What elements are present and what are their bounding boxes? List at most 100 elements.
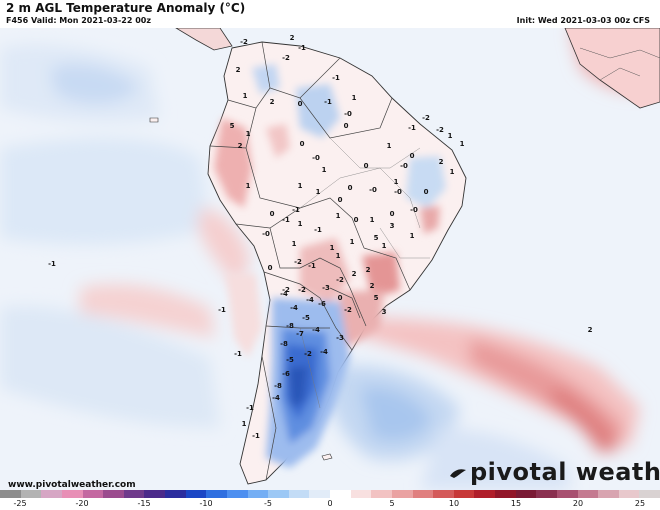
contour-label: -0 — [410, 206, 418, 214]
colorbar-swatch — [206, 490, 227, 498]
contour-label: -8 — [286, 322, 294, 330]
contour-label: 1 — [448, 132, 453, 140]
contour-label: -2 — [282, 54, 290, 62]
contour-label: -4 — [290, 304, 298, 312]
contour-label: -2 — [344, 306, 352, 314]
colorbar-swatch — [288, 490, 310, 498]
colorbar-tick-label: 20 — [572, 499, 584, 508]
contour-label: 1 — [330, 244, 335, 252]
colorbar-strip — [0, 490, 660, 498]
contour-label: 0 — [300, 140, 305, 148]
contour-label: -5 — [286, 356, 294, 364]
contour-label: 0 — [338, 294, 343, 302]
contour-label: -1 — [314, 226, 322, 234]
colorbar-swatch — [453, 490, 475, 498]
contour-label: 2 — [236, 66, 241, 74]
contour-label: -7 — [296, 330, 304, 338]
colorbar-swatch — [391, 490, 413, 498]
contour-label: 1 — [394, 178, 399, 186]
contour-label: 1 — [336, 212, 341, 220]
contour-label: 1 — [382, 242, 387, 250]
contour-label: 2 — [588, 326, 593, 334]
colorbar-swatch — [309, 490, 330, 498]
contour-label: -1 — [408, 124, 416, 132]
contour-label: -2 — [336, 276, 344, 284]
contour-label: 1 — [243, 92, 248, 100]
contour-label: 2 — [352, 270, 357, 278]
contour-label: 1 — [450, 168, 455, 176]
colorbar-swatch — [165, 490, 186, 498]
contour-label: 1 — [350, 238, 355, 246]
contour-label: -1 — [298, 44, 306, 52]
contour-label: 1 — [246, 130, 251, 138]
contour-labels: -22-52-2-1120-11-15120-00-2-1-2111-010-0… — [48, 34, 593, 440]
continent — [207, 41, 467, 485]
colorbar-swatch — [185, 490, 207, 498]
contour-label: 5 — [374, 234, 379, 242]
contour-label: 1 — [316, 188, 321, 196]
contour-label: -4 — [306, 296, 314, 304]
contour-label: 0 — [268, 264, 273, 272]
contour-label: -4 — [280, 290, 288, 298]
contour-label: 3 — [382, 308, 387, 316]
contour-label: -0 — [369, 186, 377, 194]
contour-label: -2 — [294, 258, 302, 266]
colorbar-swatch — [536, 490, 557, 498]
colorbar-tick-label: 0 — [327, 499, 333, 508]
contour-label: 1 — [387, 142, 392, 150]
contour-label: -0 — [262, 230, 270, 238]
contour-label: 2 — [290, 34, 295, 42]
contour-label: 2 — [370, 282, 375, 290]
contour-label: 0 — [364, 162, 369, 170]
colorbar-swatch — [495, 490, 516, 498]
colorbar-swatch — [371, 490, 392, 498]
africa-coast — [564, 28, 660, 109]
pivotal-weather-logo: pivotal weather — [448, 458, 660, 486]
valid-time: F456 Valid: Mon 2021-03-22 00z — [6, 16, 151, 25]
contour-label: 1 — [352, 94, 357, 102]
contour-label: -6 — [318, 300, 326, 308]
colorbar-swatch — [515, 490, 537, 498]
colorbar-tick-label: -20 — [75, 499, 89, 508]
contour-label: 5 — [230, 122, 235, 130]
colorbar-tick-label: 5 — [389, 499, 395, 508]
contour-label: 1 — [460, 140, 465, 148]
contour-label: 1 — [292, 240, 297, 248]
contour-label: 1 — [298, 182, 303, 190]
contour-label: 5 — [374, 294, 379, 302]
contour-label: -0 — [312, 154, 320, 162]
contour-label: 1 — [298, 220, 303, 228]
contour-label: -8 — [274, 382, 282, 390]
map-title: 2 m AGL Temperature Anomaly (°C) — [6, 1, 246, 15]
colorbar-swatch — [123, 490, 145, 498]
logo-text: pivotal weather — [470, 458, 660, 486]
bird-icon — [450, 469, 466, 478]
contour-label: -8 — [280, 340, 288, 348]
colorbar-swatch — [103, 490, 124, 498]
colorbar-swatch — [412, 490, 434, 498]
contour-label: 0 — [354, 216, 359, 224]
contour-label: -0 — [400, 162, 408, 170]
contour-label: -1 — [308, 262, 316, 270]
contour-label: 2 — [270, 98, 275, 106]
colorbar-swatch — [556, 490, 578, 498]
colorbar-swatch — [618, 490, 640, 498]
contour-label: 1 — [410, 232, 415, 240]
contour-label: 2 — [366, 266, 371, 274]
contour-label: -1 — [218, 306, 226, 314]
colorbar-swatch — [639, 490, 660, 498]
contour-label: 1 — [246, 182, 251, 190]
contour-label: -2 — [422, 114, 430, 122]
colorbar-swatch — [474, 490, 495, 498]
contour-label: -4 — [320, 348, 328, 356]
contour-label: -3 — [322, 284, 330, 292]
contour-label: 0 — [424, 188, 429, 196]
contour-label: 0 — [390, 210, 395, 218]
contour-label: -0 — [344, 110, 352, 118]
header: 2 m AGL Temperature Anomaly (°C) F456 Va… — [0, 0, 660, 28]
colorbar-swatch — [350, 490, 372, 498]
colorbar-swatch — [0, 490, 21, 498]
colorbar: -25 -20 -15 -10 -5 0 5 10 15 20 25 — [0, 490, 660, 510]
colorbar-swatch — [433, 490, 454, 498]
contour-label: -1 — [234, 350, 242, 358]
